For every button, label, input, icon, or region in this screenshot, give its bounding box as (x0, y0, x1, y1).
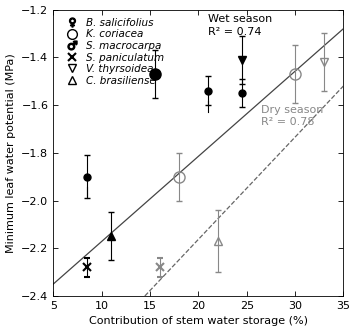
Text: Dry season
R² = 0.78: Dry season R² = 0.78 (261, 105, 324, 127)
Text: Wet season
R² = 0.74: Wet season R² = 0.74 (208, 14, 272, 37)
Y-axis label: Minimum leaf water potential (MPa): Minimum leaf water potential (MPa) (6, 53, 16, 253)
X-axis label: Contribution of stem water storage (%): Contribution of stem water storage (%) (89, 316, 308, 326)
Legend: B. salicifolius, K. coriacea, S. macrocarpa, S. paniculatum, V. thyrsoidea, C. b: B. salicifolius, K. coriacea, S. macroca… (58, 15, 167, 89)
